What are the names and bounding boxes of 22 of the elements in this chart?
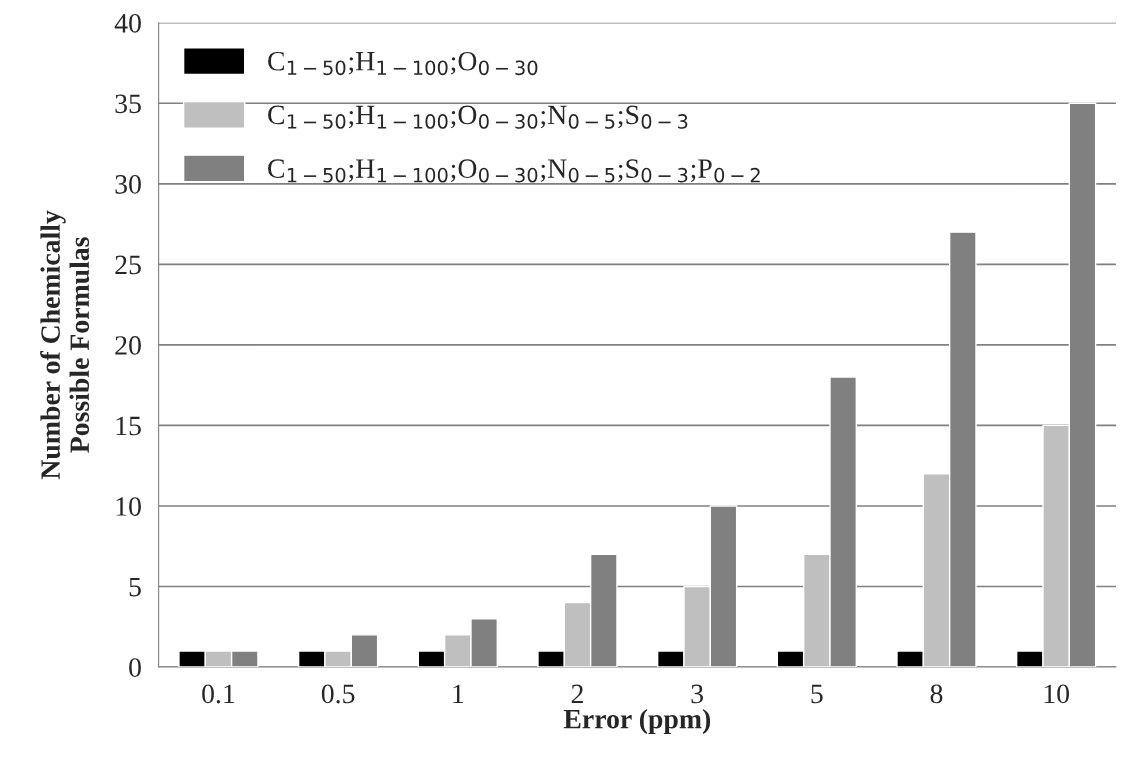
text: C$_{1−50}$;H$_{1−100}$;O$_{0−30}$;N$_{0−5}$;S$_{0−3}$ xyxy=(268,105,688,129)
x-tick-label: 1 xyxy=(453,684,464,703)
y-tick-label: 20 xyxy=(115,336,141,355)
y-tick-label: 40 xyxy=(114,13,141,33)
x-tick-label: 2 xyxy=(571,684,583,703)
x-tick-label: 0.5 xyxy=(321,684,355,704)
y-tick-label: 25 xyxy=(115,255,141,275)
x-tick-label: 3 xyxy=(691,684,704,704)
y-tick-label: 5 xyxy=(129,577,141,597)
x-tick-label: 8 xyxy=(930,684,943,704)
y-tick-label: 0 xyxy=(129,658,141,677)
y-tick-label: 30 xyxy=(115,174,141,194)
x-tick-label: 10 xyxy=(1044,684,1069,704)
x-tick-label: 5 xyxy=(811,684,823,704)
y-tick-label: 15 xyxy=(116,416,141,436)
y-tick-label: 10 xyxy=(116,497,141,516)
x-axis-title: Error (ppm) xyxy=(563,708,711,735)
text: C$_{1−50}$;H$_{1−100}$;O$_{0−30}$;N$_{0−5}$;S$_{0−3}$;P$_{0−2}$ xyxy=(268,159,760,183)
y-axis-title: Number of Chemically Possible Formulas xyxy=(40,210,90,480)
x-tick-label: 0.1 xyxy=(202,684,235,704)
y-tick-label: 35 xyxy=(115,94,141,114)
legend-label: C$_{1−50}$;H$_{1−100}$;O$_{0−30}$ xyxy=(268,51,538,76)
